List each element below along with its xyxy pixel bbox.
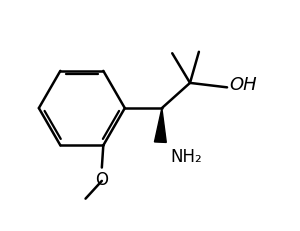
Text: OH: OH [230, 76, 257, 94]
Polygon shape [154, 108, 166, 143]
Text: O: O [95, 170, 108, 188]
Text: NH₂: NH₂ [171, 148, 203, 165]
